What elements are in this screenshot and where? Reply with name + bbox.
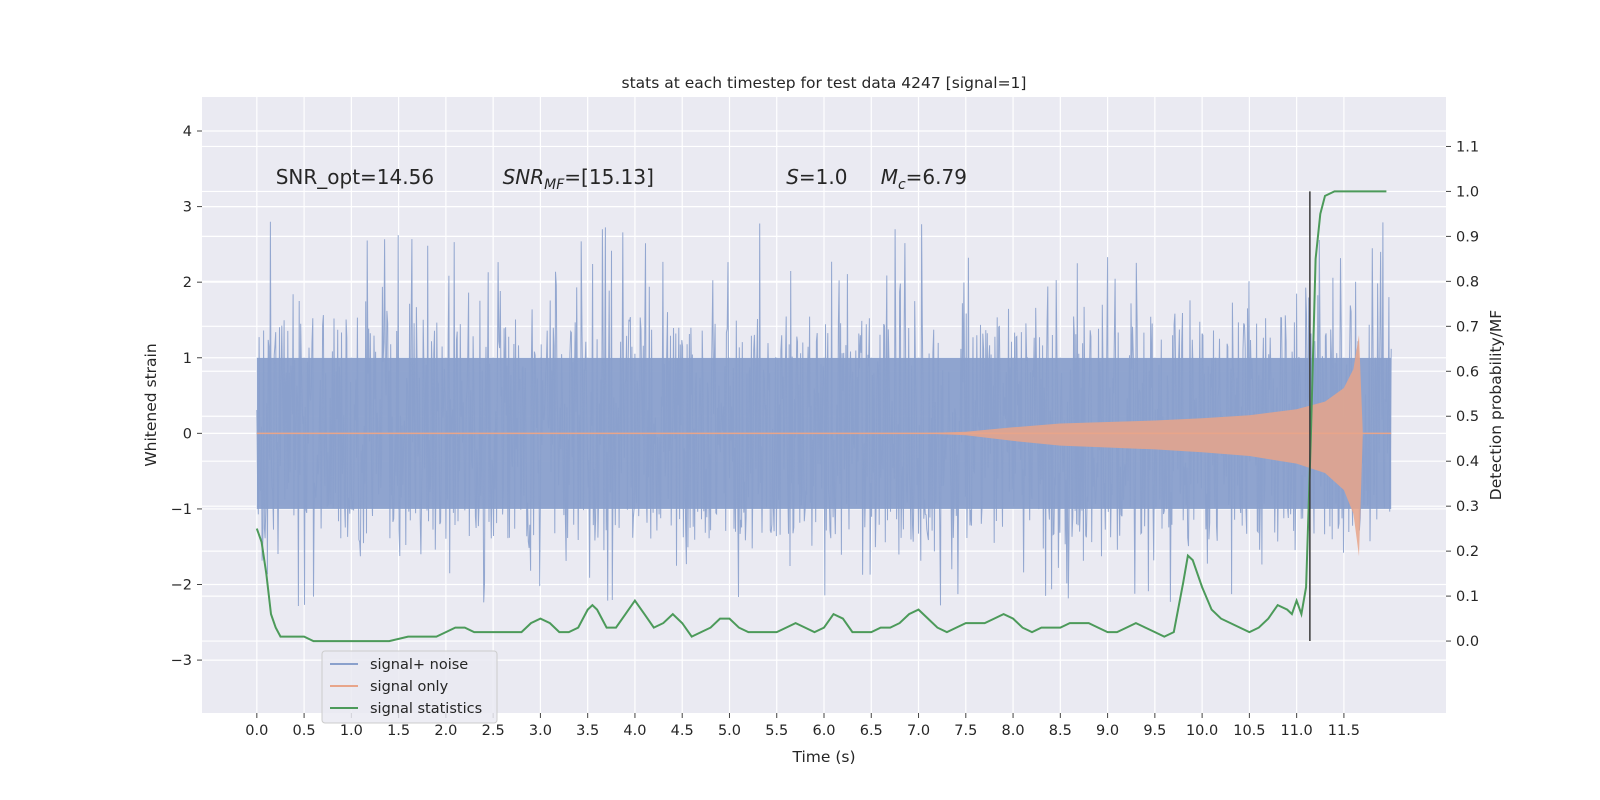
annotations: SNR_opt=14.56 SNRMF=[15.13] S=1.0 Mc=6.79: [276, 165, 967, 193]
x-tick-label: 1.5: [387, 723, 410, 739]
x-tick-label: 9.5: [1143, 723, 1166, 739]
x-tick-label: 11.5: [1328, 723, 1360, 739]
y-left-tick-label: −1: [171, 502, 192, 518]
y-right-tick-label: 0.4: [1456, 454, 1479, 470]
x-tick-label: 10.5: [1233, 723, 1265, 739]
series-signal-only: [256, 335, 1392, 557]
x-tick-label: 1.0: [340, 723, 363, 739]
annotation-text: SNRMF=[15.13]: [503, 165, 654, 193]
y-right-tick-label: 0.0: [1456, 634, 1479, 650]
x-tick-label: 11.0: [1280, 723, 1312, 739]
legend-label-signal-only: signal only: [370, 679, 449, 695]
y-left-tick-label: −2: [171, 578, 192, 594]
x-tick-label: 7.5: [954, 723, 977, 739]
y-left-tick-label: 4: [183, 124, 192, 140]
y-left-axis-ticks: −3 −2 −1 0 1 2 3 4: [171, 124, 202, 669]
series-signal-statistics: [255, 190, 1387, 643]
x-tick-label: 4.0: [623, 723, 646, 739]
y-right-tick-label: 1.0: [1456, 184, 1479, 200]
signal-envelope: [256, 335, 1392, 557]
x-tick-label: 0.0: [245, 723, 268, 739]
y-right-axis-label: Detection probability/MF: [1487, 310, 1505, 501]
y-right-tick-label: 0.7: [1456, 319, 1479, 335]
x-tick-label: 0.5: [293, 723, 316, 739]
x-axis-label: Time (s): [791, 748, 855, 766]
y-right-tick-label: 0.2: [1456, 544, 1479, 560]
x-tick-label: 2.0: [434, 723, 457, 739]
y-right-tick-label: 0.6: [1456, 364, 1479, 380]
x-tick-label: 7.0: [907, 723, 930, 739]
x-tick-label: 3.0: [529, 723, 552, 739]
y-right-tick-label: 0.3: [1456, 499, 1479, 515]
annotation-text: S=1.0: [786, 165, 847, 189]
y-left-tick-label: 1: [183, 351, 192, 367]
x-tick-label: 6.0: [812, 723, 835, 739]
y-right-tick-label: 0.9: [1456, 229, 1479, 245]
legend-box: [321, 650, 498, 724]
x-tick-label: 8.0: [1002, 723, 1025, 739]
legend-label-signal-statistics: signal statistics: [370, 701, 482, 717]
y-left-tick-label: 0: [183, 426, 192, 442]
y-right-tick-label: 0.8: [1456, 274, 1479, 290]
y-right-axis-ticks: 0.0 0.1 0.2 0.3 0.4 0.5 0.6 0.7 0.8 0.9 1.0 1.1: [1446, 139, 1479, 650]
x-tick-label: 3.5: [576, 723, 599, 739]
x-tick-label: 6.5: [860, 723, 883, 739]
y-left-tick-label: −3: [171, 653, 192, 669]
y-left-axis-label: Whitened strain: [142, 343, 160, 466]
y-left-tick-label: 2: [183, 275, 192, 291]
y-right-tick-label: 0.1: [1456, 589, 1479, 605]
noise-line: [256, 221, 1392, 607]
x-tick-label: 5.5: [765, 723, 788, 739]
legend: signal+ noise signal only signal statist…: [321, 650, 498, 724]
x-tick-label: 5.0: [718, 723, 741, 739]
signal-statistics-line: [255, 190, 1387, 643]
x-axis-ticks: 0.0 0.5 1.0 1.5 2.0 2.5 3.0 3.5 4.0 4.5 5.0 5.5 6.0 6…: [245, 713, 1360, 739]
x-tick-label: 9.0: [1096, 723, 1119, 739]
chart-title: stats at each timestep for test data 424…: [622, 74, 1027, 92]
y-right-tick-label: 0.5: [1456, 409, 1479, 425]
x-tick-label: 8.5: [1049, 723, 1072, 739]
annotation-text: SNR_opt=14.56: [276, 165, 434, 189]
annotation-text: Mc=6.79: [881, 165, 967, 193]
y-right-tick-label: 1.1: [1456, 139, 1479, 155]
y-left-tick-label: 3: [183, 200, 192, 216]
x-tick-label: 4.5: [671, 723, 694, 739]
x-tick-label: 10.0: [1186, 723, 1218, 739]
legend-label-signal-plus-noise: signal+ noise: [370, 657, 468, 673]
x-tick-label: 2.5: [482, 723, 505, 739]
